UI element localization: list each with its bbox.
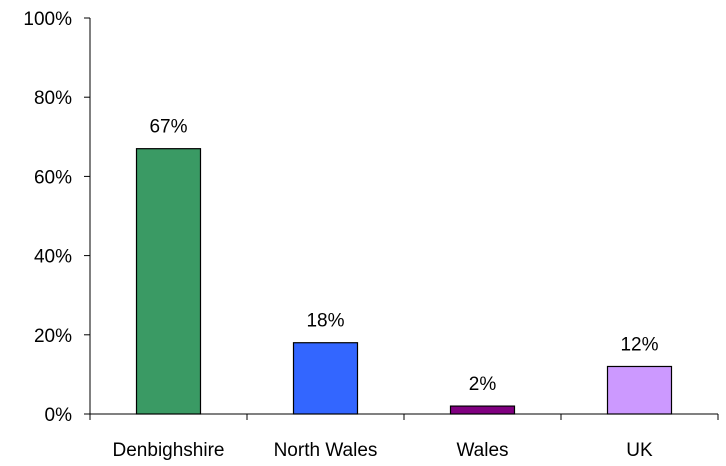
x-axis: Denbighshire North Wales Wales UK	[89, 413, 719, 461]
bar-north-wales	[292, 342, 359, 415]
data-label: 12%	[620, 334, 658, 355]
y-tick-label: 20%	[34, 326, 72, 347]
x-category-label: UK	[626, 440, 653, 461]
y-tick-label: 60%	[34, 167, 72, 188]
y-tick-label: 0%	[45, 405, 73, 426]
data-label: 67%	[149, 117, 187, 138]
bar-uk	[606, 365, 673, 415]
x-category-label: Denbighshire	[113, 440, 225, 461]
bars	[135, 148, 673, 415]
y-tick-label: 40%	[34, 247, 72, 268]
data-label: 18%	[306, 311, 344, 332]
data-labels: 67% 18% 2% 12%	[149, 117, 658, 395]
y-axis: 0% 20% 40% 60% 80% 100%	[23, 9, 91, 426]
data-label: 2%	[469, 374, 497, 395]
x-category-label: Wales	[456, 440, 508, 461]
x-category-label: North Wales	[274, 440, 378, 461]
y-tick-label: 100%	[23, 9, 72, 30]
y-tick-label: 80%	[34, 88, 72, 109]
bar-denbighshire	[135, 148, 202, 415]
bar-wales	[449, 405, 516, 415]
